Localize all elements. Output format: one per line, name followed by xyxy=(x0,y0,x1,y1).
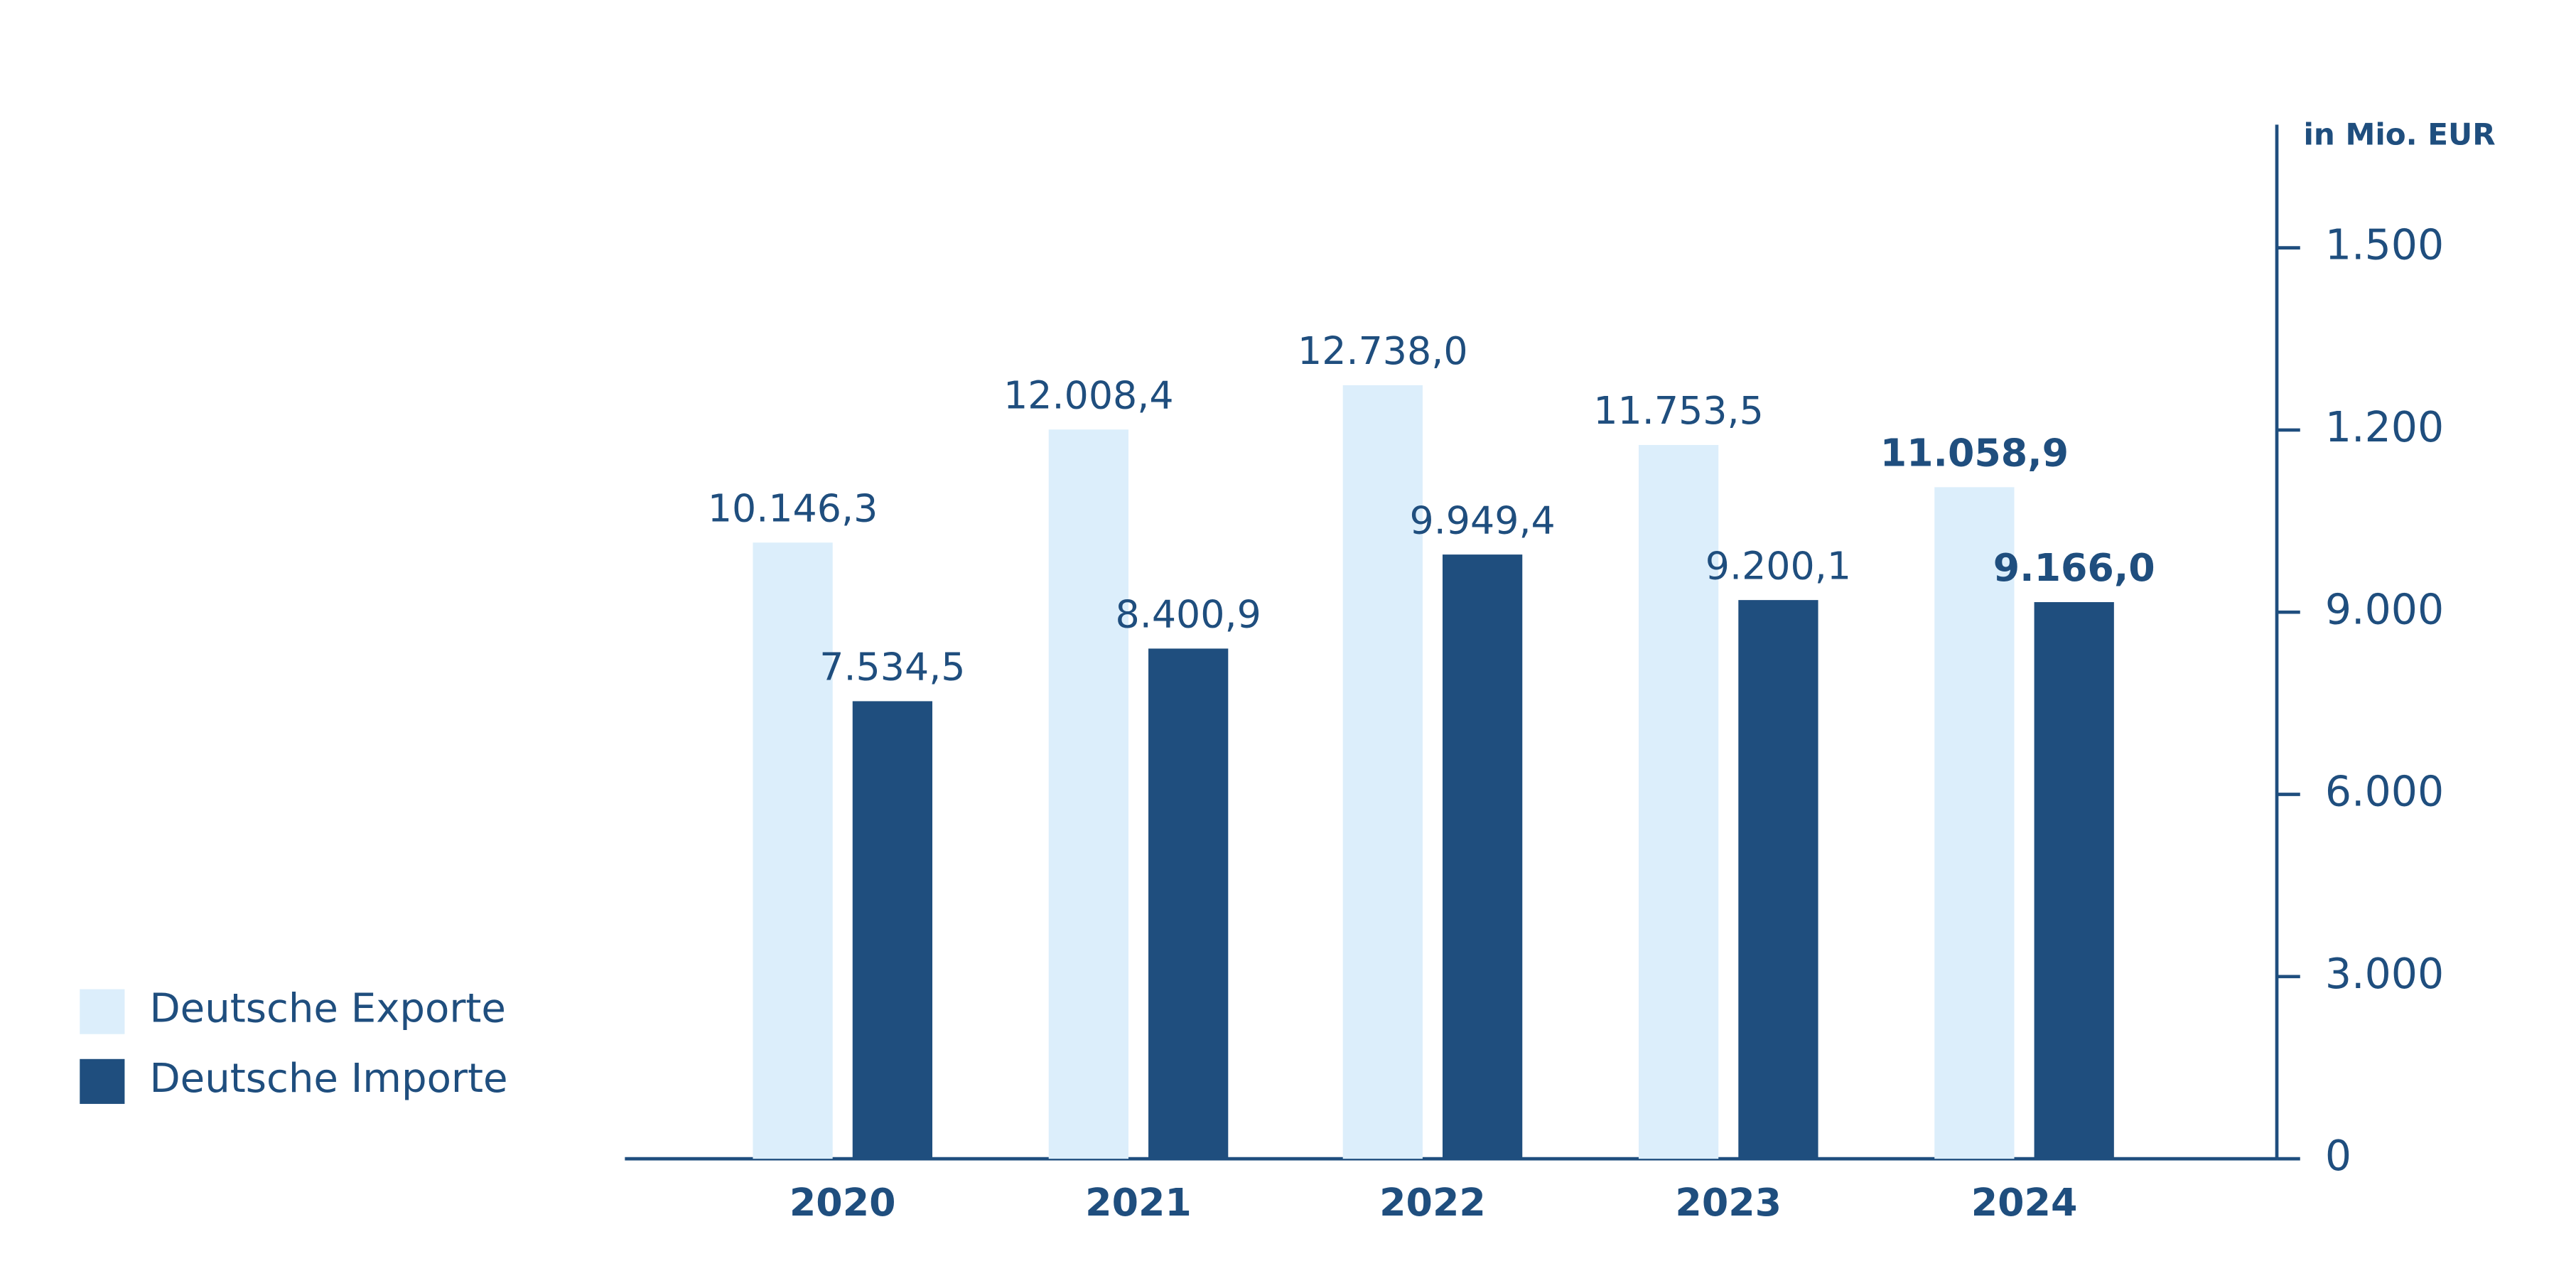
y-tick-label: 9.000 xyxy=(2325,585,2444,633)
y-tick-label: 1.200 xyxy=(2325,403,2444,451)
y-axis-label: in Mio. EUR xyxy=(2303,117,2495,151)
bar xyxy=(753,542,833,1159)
bar xyxy=(852,701,933,1159)
x-tick-label: 2021 xyxy=(1085,1180,1192,1225)
legend-label: Deutsche Importe xyxy=(149,1056,507,1102)
x-tick-label: 2020 xyxy=(789,1180,896,1225)
bar xyxy=(1342,385,1423,1159)
value-label: 11.753,5 xyxy=(1593,388,1764,433)
bar xyxy=(1443,554,1523,1159)
value-label: 9.949,4 xyxy=(1409,498,1555,542)
value-label: 10.146,3 xyxy=(708,486,878,530)
value-label: 11.058,9 xyxy=(1880,431,2069,476)
bar xyxy=(1638,444,1719,1159)
bar xyxy=(1738,600,1818,1159)
legend-label: Deutsche Exporte xyxy=(149,986,505,1032)
y-tick-label: 3.000 xyxy=(2325,950,2444,998)
y-tick-label: 1.500 xyxy=(2325,221,2444,269)
value-label: 9.200,1 xyxy=(1705,543,1851,588)
value-label: 8.400,9 xyxy=(1116,592,1261,637)
bar xyxy=(1048,429,1128,1159)
value-label: 12.738,0 xyxy=(1298,328,1468,373)
legend-swatch xyxy=(80,989,125,1034)
x-tick-label: 2023 xyxy=(1675,1180,1782,1225)
y-tick-label: 0 xyxy=(2325,1132,2351,1180)
bar xyxy=(2034,602,2114,1159)
value-label: 12.008,4 xyxy=(1003,372,1174,417)
value-label: 7.534,5 xyxy=(819,645,965,690)
value-label: 9.166,0 xyxy=(1993,545,2155,590)
x-tick-label: 2022 xyxy=(1379,1180,1486,1225)
bar xyxy=(1934,487,2015,1159)
x-tick-label: 2024 xyxy=(1971,1180,2078,1225)
y-tick-label: 6.000 xyxy=(2325,768,2444,816)
bar xyxy=(1148,648,1229,1159)
legend-swatch xyxy=(80,1058,125,1104)
